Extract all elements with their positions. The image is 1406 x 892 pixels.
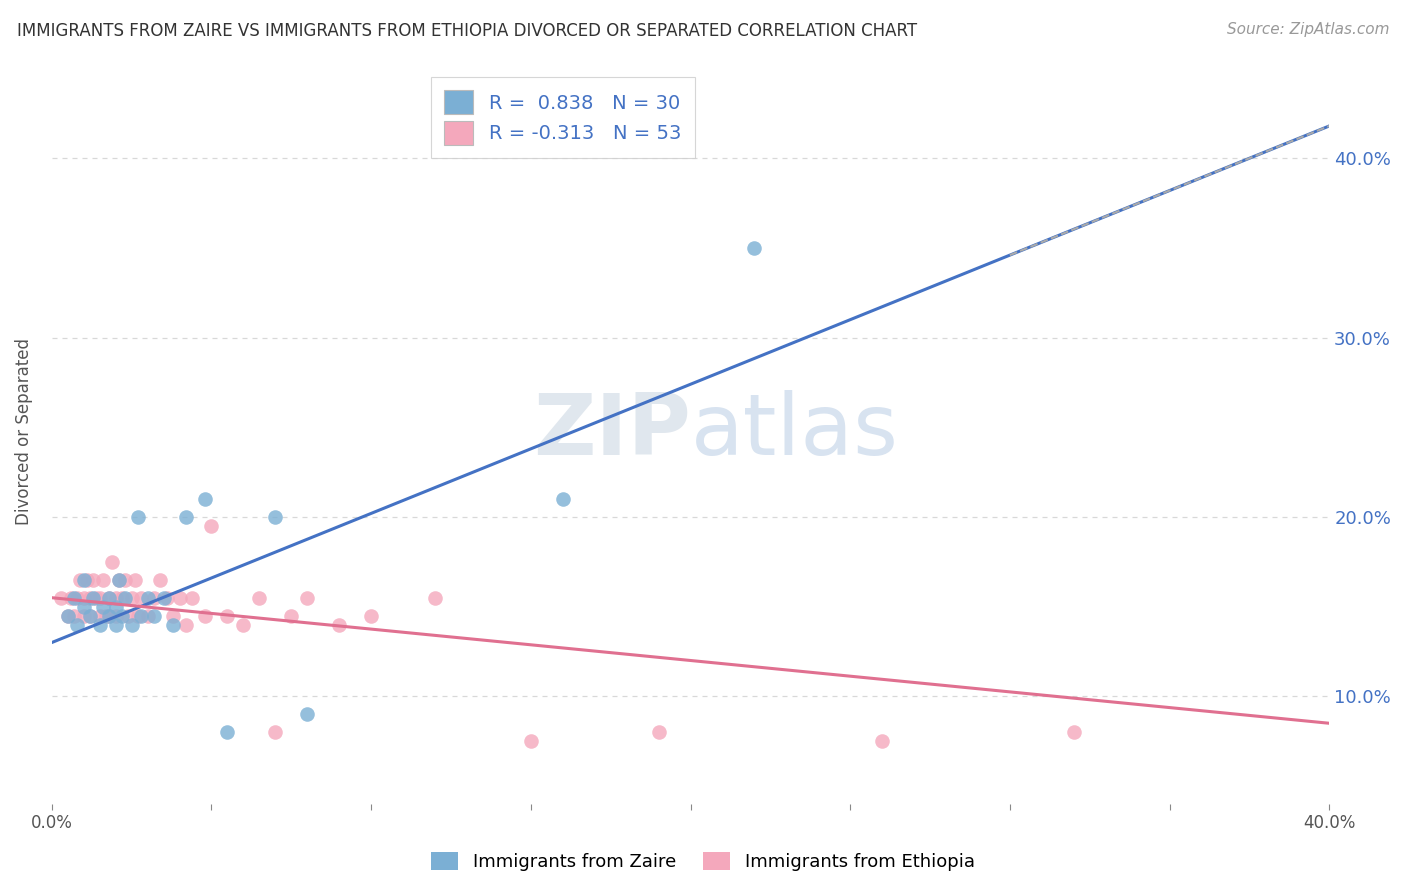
- Point: [297, 707, 319, 722]
- Point: [360, 608, 382, 623]
- Point: [181, 591, 204, 605]
- Point: [66, 591, 89, 605]
- Point: [142, 608, 165, 623]
- Point: [91, 573, 114, 587]
- Legend: Immigrants from Zaire, Immigrants from Ethiopia: Immigrants from Zaire, Immigrants from E…: [425, 845, 981, 879]
- Point: [66, 617, 89, 632]
- Text: Source: ZipAtlas.com: Source: ZipAtlas.com: [1226, 22, 1389, 37]
- Point: [73, 608, 96, 623]
- Point: [520, 734, 543, 748]
- Point: [174, 510, 197, 524]
- Point: [79, 608, 101, 623]
- Text: ZIP: ZIP: [533, 391, 690, 474]
- Point: [114, 573, 136, 587]
- Point: [169, 591, 191, 605]
- Point: [82, 573, 104, 587]
- Point: [98, 608, 121, 623]
- Point: [162, 617, 184, 632]
- Point: [111, 591, 134, 605]
- Point: [111, 608, 134, 623]
- Point: [194, 491, 217, 506]
- Point: [91, 599, 114, 614]
- Point: [129, 608, 152, 623]
- Point: [114, 591, 136, 605]
- Point: [59, 591, 82, 605]
- Point: [174, 617, 197, 632]
- Point: [647, 725, 669, 739]
- Point: [121, 617, 143, 632]
- Point: [73, 591, 96, 605]
- Point: [217, 725, 239, 739]
- Point: [200, 519, 222, 533]
- Point: [73, 599, 96, 614]
- Point: [79, 608, 101, 623]
- Point: [86, 591, 108, 605]
- Point: [870, 734, 893, 748]
- Point: [69, 573, 91, 587]
- Point: [280, 608, 302, 623]
- Point: [156, 591, 179, 605]
- Point: [152, 591, 174, 605]
- Point: [217, 608, 239, 623]
- Legend: R =  0.838   N = 30, R = -0.313   N = 53: R = 0.838 N = 30, R = -0.313 N = 53: [430, 77, 695, 158]
- Point: [117, 608, 139, 623]
- Point: [247, 591, 270, 605]
- Point: [82, 591, 104, 605]
- Point: [744, 241, 766, 255]
- Text: atlas: atlas: [690, 391, 898, 474]
- Point: [89, 591, 111, 605]
- Point: [89, 608, 111, 623]
- Point: [51, 591, 73, 605]
- Point: [194, 608, 217, 623]
- Point: [89, 617, 111, 632]
- Point: [104, 599, 127, 614]
- Point: [63, 591, 86, 605]
- Point: [98, 591, 121, 605]
- Point: [127, 608, 149, 623]
- Point: [232, 617, 254, 632]
- Y-axis label: Divorced or Separated: Divorced or Separated: [15, 338, 32, 525]
- Point: [104, 608, 127, 623]
- Point: [104, 591, 127, 605]
- Point: [328, 617, 350, 632]
- Point: [94, 608, 117, 623]
- Point: [124, 573, 146, 587]
- Point: [108, 573, 131, 587]
- Point: [136, 591, 159, 605]
- Point: [56, 608, 79, 623]
- Point: [1063, 725, 1085, 739]
- Point: [551, 491, 574, 506]
- Point: [149, 573, 172, 587]
- Point: [264, 725, 287, 739]
- Point: [423, 591, 446, 605]
- Point: [127, 510, 149, 524]
- Point: [101, 555, 124, 569]
- Point: [162, 608, 184, 623]
- Point: [79, 591, 101, 605]
- Point: [264, 510, 287, 524]
- Point: [129, 591, 152, 605]
- Point: [108, 573, 131, 587]
- Point: [98, 591, 121, 605]
- Point: [297, 591, 319, 605]
- Point: [142, 591, 165, 605]
- Point: [104, 617, 127, 632]
- Point: [56, 608, 79, 623]
- Point: [98, 608, 121, 623]
- Point: [136, 608, 159, 623]
- Text: IMMIGRANTS FROM ZAIRE VS IMMIGRANTS FROM ETHIOPIA DIVORCED OR SEPARATED CORRELAT: IMMIGRANTS FROM ZAIRE VS IMMIGRANTS FROM…: [17, 22, 917, 40]
- Point: [63, 608, 86, 623]
- Point: [76, 573, 98, 587]
- Point: [73, 573, 96, 587]
- Point: [121, 591, 143, 605]
